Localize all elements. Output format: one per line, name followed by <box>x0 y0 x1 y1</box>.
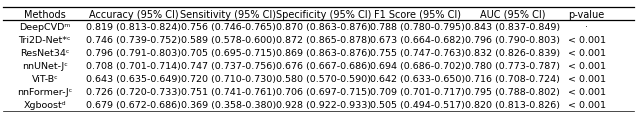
Text: 0.705 (0.695-0.715): 0.705 (0.695-0.715) <box>181 48 276 57</box>
Text: 0.928 (0.922-0.933): 0.928 (0.922-0.933) <box>276 100 371 109</box>
Text: < 0.001: < 0.001 <box>568 100 605 109</box>
Text: nnFormer-Jᶜ: nnFormer-Jᶜ <box>17 87 72 96</box>
Text: 0.751 (0.741-0.761): 0.751 (0.741-0.761) <box>181 87 276 96</box>
Text: < 0.001: < 0.001 <box>568 87 605 96</box>
Text: 0.708 (0.701-0.714): 0.708 (0.701-0.714) <box>86 61 181 70</box>
Text: ResNet34ᶜ: ResNet34ᶜ <box>20 48 70 57</box>
Text: 0.747 (0.737-0.756): 0.747 (0.737-0.756) <box>181 61 276 70</box>
Text: 0.589 (0.578-0.600): 0.589 (0.578-0.600) <box>181 36 276 44</box>
Text: 0.819 (0.813-0.824): 0.819 (0.813-0.824) <box>86 23 181 32</box>
Text: < 0.001: < 0.001 <box>568 48 605 57</box>
Text: 0.673 (0.664-0.682): 0.673 (0.664-0.682) <box>371 36 465 44</box>
Text: < 0.001: < 0.001 <box>568 36 605 44</box>
Text: Xgboostᵈ: Xgboostᵈ <box>24 100 66 109</box>
Text: 0.716 (0.708-0.724): 0.716 (0.708-0.724) <box>465 74 560 83</box>
Text: ViT-Bᶜ: ViT-Bᶜ <box>31 74 58 83</box>
Text: 0.642 (0.633-0.650): 0.642 (0.633-0.650) <box>371 74 465 83</box>
Text: 0.369 (0.358-0.380): 0.369 (0.358-0.380) <box>181 100 276 109</box>
Text: 0.746 (0.739-0.752): 0.746 (0.739-0.752) <box>86 36 181 44</box>
Text: 0.788 (0.780-0.795): 0.788 (0.780-0.795) <box>371 23 465 32</box>
Text: 0.870 (0.863-0.876): 0.870 (0.863-0.876) <box>276 23 371 32</box>
Text: p-value: p-value <box>568 9 605 19</box>
Text: Tri2D-Net*ᶜ: Tri2D-Net*ᶜ <box>19 36 71 44</box>
Text: 0.706 (0.697-0.715): 0.706 (0.697-0.715) <box>276 87 371 96</box>
Text: < 0.001: < 0.001 <box>568 61 605 70</box>
Text: 0.755 (0.747-0.763): 0.755 (0.747-0.763) <box>371 48 465 57</box>
Text: F1 Score (95% CI): F1 Score (95% CI) <box>374 9 461 19</box>
Text: 0.709 (0.701-0.717): 0.709 (0.701-0.717) <box>371 87 465 96</box>
Text: 0.869 (0.863-0.876): 0.869 (0.863-0.876) <box>276 48 371 57</box>
Text: Methods: Methods <box>24 9 66 19</box>
Text: nnUNet-Jᶜ: nnUNet-Jᶜ <box>22 61 68 70</box>
Text: 0.832 (0.826-0.839): 0.832 (0.826-0.839) <box>465 48 560 57</box>
Text: 0.580 (0.570-0.590): 0.580 (0.570-0.590) <box>276 74 371 83</box>
Text: Specificity (95% CI): Specificity (95% CI) <box>275 9 371 19</box>
Text: AUC (95% CI): AUC (95% CI) <box>480 9 545 19</box>
Text: 0.795 (0.788-0.802): 0.795 (0.788-0.802) <box>465 87 560 96</box>
Text: 0.726 (0.720-0.733): 0.726 (0.720-0.733) <box>86 87 181 96</box>
Text: 0.796 (0.790-0.803): 0.796 (0.790-0.803) <box>465 36 560 44</box>
Text: 0.780 (0.773-0.787): 0.780 (0.773-0.787) <box>465 61 560 70</box>
Text: 0.872 (0.865-0.878): 0.872 (0.865-0.878) <box>276 36 371 44</box>
Text: 0.505 (0.494-0.517): 0.505 (0.494-0.517) <box>371 100 465 109</box>
Text: 0.843 (0.837-0.849): 0.843 (0.837-0.849) <box>465 23 560 32</box>
Text: 0.820 (0.813-0.826): 0.820 (0.813-0.826) <box>465 100 560 109</box>
Text: Sensitivity (95% CI): Sensitivity (95% CI) <box>180 9 276 19</box>
Text: ·: · <box>585 23 588 32</box>
Text: 0.720 (0.710-0.730): 0.720 (0.710-0.730) <box>181 74 276 83</box>
Text: DeepCVDᵐ: DeepCVDᵐ <box>19 23 70 32</box>
Text: 0.756 (0.746-0.765): 0.756 (0.746-0.765) <box>181 23 276 32</box>
Text: 0.643 (0.635-0.649): 0.643 (0.635-0.649) <box>86 74 181 83</box>
Text: Accuracy (95% CI): Accuracy (95% CI) <box>89 9 179 19</box>
Text: 0.694 (0.686-0.702): 0.694 (0.686-0.702) <box>371 61 465 70</box>
Text: < 0.001: < 0.001 <box>568 74 605 83</box>
Text: 0.679 (0.672-0.686): 0.679 (0.672-0.686) <box>86 100 181 109</box>
Text: 0.676 (0.667-0.686): 0.676 (0.667-0.686) <box>276 61 371 70</box>
Text: 0.796 (0.791-0.803): 0.796 (0.791-0.803) <box>86 48 181 57</box>
